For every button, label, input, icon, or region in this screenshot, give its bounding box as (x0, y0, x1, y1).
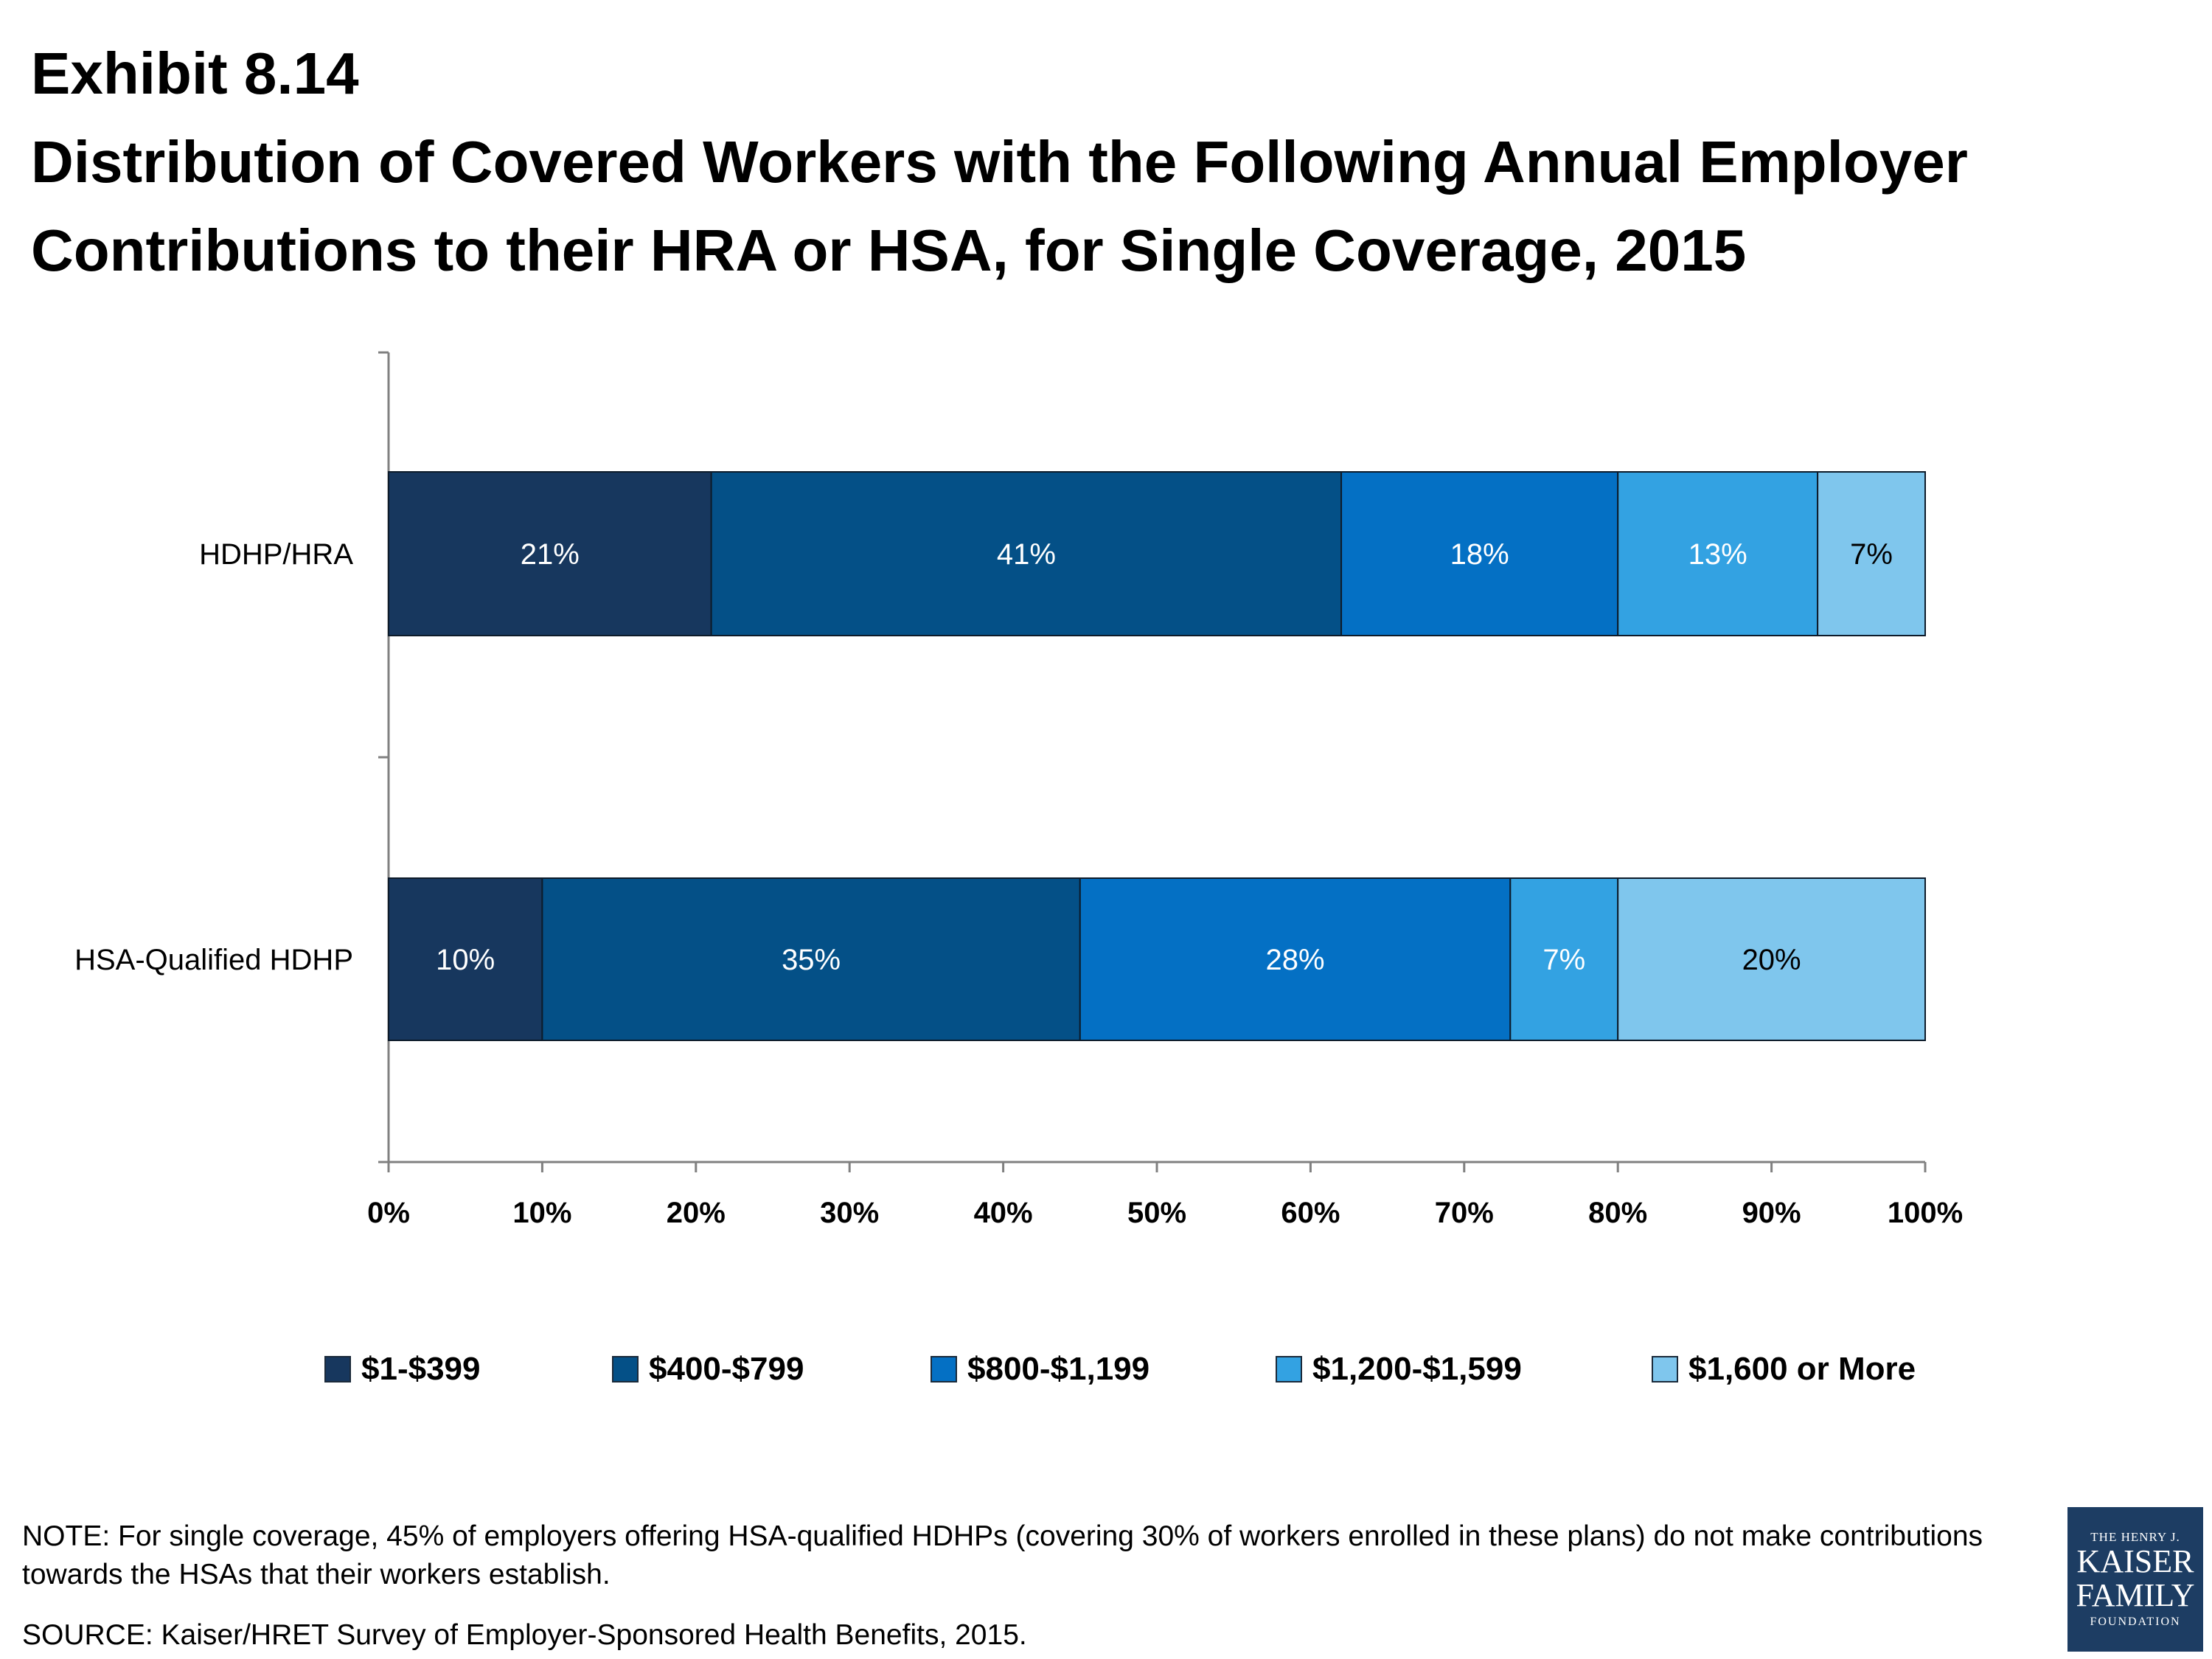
title-line-2: Contributions to their HRA or HSA, for S… (31, 218, 1747, 283)
x-tick-label: 40% (974, 1197, 1033, 1229)
data-label: 41% (997, 538, 1056, 571)
bar-segment (388, 471, 712, 636)
legend-item-1: $1-$399 (324, 1343, 480, 1395)
x-tick-label: 30% (820, 1197, 879, 1229)
footnote: NOTE: For single coverage, 45% of employ… (22, 1517, 2028, 1655)
bar-segment (388, 877, 543, 1041)
legend-label-4: $1,200-$1,599 (1312, 1351, 1522, 1387)
title-line-1: Distribution of Covered Workers with the… (31, 129, 1968, 195)
legend-item-5: $1,600 or More (1652, 1343, 1916, 1395)
x-tick-label: 10% (512, 1197, 571, 1229)
x-tick-label: 70% (1435, 1197, 1494, 1229)
logo-line-2: KAISER (2076, 1543, 2194, 1579)
legend-swatch-5 (1652, 1356, 1678, 1382)
data-label: 7% (1543, 944, 1585, 976)
bar-segment (1509, 877, 1619, 1041)
bar-segment (541, 877, 1081, 1041)
legend-label-2: $400-$799 (649, 1351, 804, 1387)
data-label: 20% (1742, 944, 1801, 976)
bar-segment (710, 471, 1343, 636)
stacked-bar-chart: 0% 10% 20% 30% 40% 50% 60% 70% 80% 90% 100% HDHP/HR… (74, 351, 1963, 1229)
x-tick-label: 50% (1127, 1197, 1186, 1229)
bar-segment (1617, 471, 1819, 636)
legend-label-5: $1,600 or More (1688, 1351, 1916, 1387)
data-label: 35% (782, 944, 841, 976)
legend-label-1: $1-$399 (361, 1351, 481, 1387)
legend-swatch-1 (324, 1356, 351, 1382)
data-label: 7% (1850, 538, 1893, 571)
legend-swatch-3 (931, 1356, 957, 1382)
chart-legend: $1-$399 $400-$799 $800-$1,199 $1,200-$1,… (324, 1343, 1991, 1395)
logo-line-3: FAMILY (2076, 1577, 2195, 1613)
logo-line-1: THE HENRY J. (2090, 1530, 2180, 1544)
bar-segment (1340, 471, 1619, 636)
source-text: SOURCE: Kaiser/HRET Survey of Employer-S… (22, 1619, 1027, 1651)
x-tick-label: 20% (667, 1197, 726, 1229)
category-label: HDHP/HRA (199, 538, 353, 571)
data-label: 13% (1688, 538, 1747, 571)
data-label: 10% (436, 944, 495, 976)
legend-item-3: $800-$1,199 (931, 1343, 1150, 1395)
logo-line-4: FOUNDATION (2090, 1615, 2181, 1628)
legend-label-3: $800-$1,199 (967, 1351, 1150, 1387)
note-text: NOTE: For single coverage, 45% of employ… (22, 1520, 1983, 1590)
bar-segment (1617, 877, 1926, 1041)
legend-item-4: $1,200-$1,599 (1276, 1343, 1522, 1395)
x-tick-label: 80% (1588, 1197, 1647, 1229)
legend-swatch-2 (612, 1356, 639, 1382)
legend-item-2: $400-$799 (612, 1343, 804, 1395)
data-label: 18% (1450, 538, 1509, 571)
bar-segment (1079, 877, 1512, 1041)
data-label: 21% (521, 538, 580, 571)
bar-segment (1817, 471, 1927, 636)
x-tick-label: 100% (1888, 1197, 1963, 1229)
kff-logo: THE HENRY J. KAISER FAMILY FOUNDATION (2067, 1507, 2203, 1652)
chart-title: Exhibit 8.14 Distribution of Covered Wor… (31, 29, 2184, 295)
data-label: 28% (1266, 944, 1325, 976)
category-label: HSA-Qualified HDHP (74, 944, 353, 976)
x-tick-label: 60% (1281, 1197, 1340, 1229)
x-tick-label: 0% (367, 1197, 410, 1229)
x-tick-label: 90% (1742, 1197, 1801, 1229)
exhibit-number: Exhibit 8.14 (31, 41, 359, 106)
legend-swatch-4 (1276, 1356, 1302, 1382)
